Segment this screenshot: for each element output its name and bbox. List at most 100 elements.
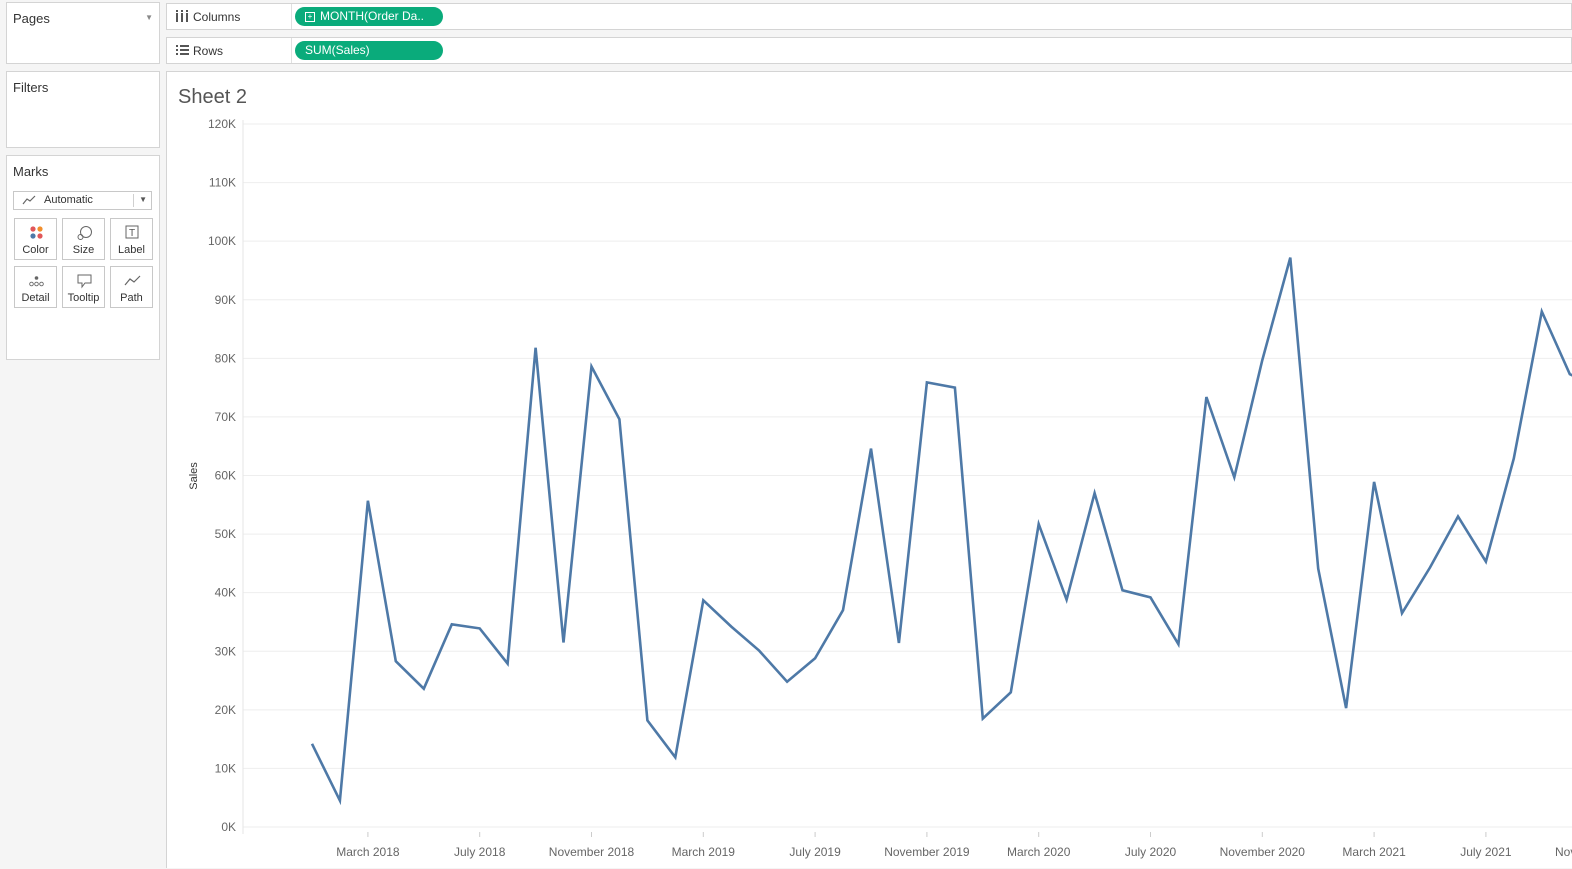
color-label: Color	[22, 244, 49, 256]
rows-icon	[176, 45, 189, 55]
x-tick-label: March 2020	[1007, 845, 1071, 859]
data-point[interactable]	[644, 717, 650, 723]
data-point[interactable]	[868, 446, 874, 452]
columns-shelf[interactable]: Columns + MONTH(Order Da..	[166, 3, 1572, 30]
data-point[interactable]	[756, 648, 762, 654]
data-point[interactable]	[784, 679, 790, 685]
y-tick-label: 70K	[215, 410, 236, 424]
y-tick-label: 60K	[215, 469, 236, 483]
data-point[interactable]	[309, 741, 315, 747]
svg-text:T: T	[129, 228, 135, 239]
x-tick-label: March 2018	[336, 845, 400, 859]
worksheet: Sheet 2 0K 10K 20K 30K 40K 50K 60K 70K 80K 90K 100…	[166, 71, 1572, 868]
x-tick-label: November 2020	[1220, 845, 1306, 859]
data-point[interactable]	[1008, 689, 1014, 695]
x-tick-label: July 2019	[789, 845, 841, 859]
rows-pill-label: SUM(Sales)	[305, 43, 370, 57]
label-label: Label	[118, 244, 145, 256]
data-point[interactable]	[1315, 566, 1321, 572]
data-point[interactable]	[589, 364, 595, 370]
marks-title: Marks	[13, 164, 49, 179]
data-point[interactable]	[449, 621, 455, 627]
data-point[interactable]	[477, 625, 483, 631]
data-point[interactable]	[616, 416, 622, 422]
chevron-down-icon[interactable]: ▼	[139, 195, 147, 204]
data-point[interactable]	[561, 639, 567, 645]
y-axis-title: Sales	[188, 462, 200, 490]
line-chart[interactable]: 0K 10K 20K 30K 40K 50K 60K 70K 80K 90K 100K 110K 120…	[167, 72, 1572, 869]
sales-line[interactable]	[310, 257, 1572, 806]
x-tick-label: July 2020	[1125, 845, 1177, 859]
data-point[interactable]	[924, 379, 930, 385]
data-point[interactable]	[700, 597, 706, 603]
data-point[interactable]	[728, 624, 734, 630]
y-tick-label: 30K	[215, 644, 236, 658]
size-label: Size	[72, 244, 95, 256]
y-tick-label: 50K	[215, 527, 236, 541]
expand-plus-icon[interactable]: +	[305, 12, 315, 22]
data-point[interactable]	[840, 607, 846, 613]
color-icon	[30, 226, 43, 239]
data-point[interactable]	[1231, 474, 1237, 480]
path-label: Path	[120, 292, 143, 304]
data-point[interactable]	[896, 640, 902, 646]
mark-type-dropdown[interactable]: Automatic ▼	[13, 191, 152, 210]
data-point[interactable]	[1259, 357, 1265, 363]
text-label-icon: T	[125, 225, 139, 239]
y-tick-label: 20K	[215, 703, 236, 717]
data-point[interactable]	[672, 754, 678, 760]
pages-title: Pages	[13, 11, 50, 26]
data-point[interactable]	[980, 716, 986, 722]
data-point[interactable]	[1092, 490, 1098, 496]
rows-shelf[interactable]: Rows SUM(Sales)	[166, 37, 1572, 64]
sum-sales-pill[interactable]: SUM(Sales)	[295, 41, 443, 60]
data-point[interactable]	[393, 658, 399, 664]
y-tick-label: 10K	[215, 761, 236, 775]
data-point[interactable]	[952, 385, 958, 391]
data-point[interactable]	[1539, 308, 1545, 314]
data-point[interactable]	[365, 498, 371, 504]
shelf-divider	[291, 4, 292, 29]
data-point[interactable]	[505, 661, 511, 667]
data-point[interactable]	[1399, 610, 1405, 616]
month-order-date-pill[interactable]: + MONTH(Order Da..	[295, 7, 443, 26]
filters-shelf[interactable]: Filters	[6, 71, 160, 148]
color-button[interactable]: Color	[14, 218, 57, 260]
filters-title: Filters	[13, 80, 49, 95]
data-point[interactable]	[1203, 394, 1209, 400]
data-point[interactable]	[1371, 479, 1377, 485]
data-point[interactable]	[1036, 521, 1042, 527]
detail-label: Detail	[21, 292, 50, 304]
detail-button[interactable]: Detail	[14, 266, 57, 308]
data-point[interactable]	[812, 655, 818, 661]
data-point[interactable]	[1427, 564, 1433, 570]
y-tick-label: 120K	[208, 117, 236, 131]
data-point[interactable]	[1064, 597, 1070, 603]
data-point[interactable]	[1343, 705, 1349, 711]
data-point[interactable]	[1511, 456, 1517, 462]
data-point[interactable]	[533, 345, 539, 351]
tooltip-button[interactable]: Tooltip	[62, 266, 105, 308]
data-point[interactable]	[1120, 587, 1126, 593]
data-point[interactable]	[1175, 641, 1181, 647]
sheet-title: Sheet 2	[178, 86, 247, 108]
data-point[interactable]	[337, 798, 343, 804]
rows-label: Rows	[193, 44, 224, 58]
data-point[interactable]	[1483, 559, 1489, 565]
data-point[interactable]	[421, 686, 427, 692]
data-point[interactable]	[1455, 514, 1461, 520]
size-icon	[77, 226, 92, 240]
path-icon	[124, 275, 141, 286]
pages-shelf[interactable]: Pages ▼	[6, 2, 160, 64]
y-tick-label: 100K	[208, 234, 236, 248]
y-tick-label: 90K	[215, 293, 236, 307]
columns-label: Columns	[193, 10, 241, 24]
mark-type-label: Automatic	[44, 194, 93, 206]
path-button[interactable]: Path	[110, 266, 153, 308]
label-button[interactable]: T Label	[110, 218, 153, 260]
data-point[interactable]	[1148, 594, 1154, 600]
size-button[interactable]: Size	[62, 218, 105, 260]
y-tick-label: 0K	[221, 820, 236, 834]
data-point[interactable]	[1287, 255, 1293, 261]
caret-down-icon[interactable]: ▼	[145, 13, 153, 22]
